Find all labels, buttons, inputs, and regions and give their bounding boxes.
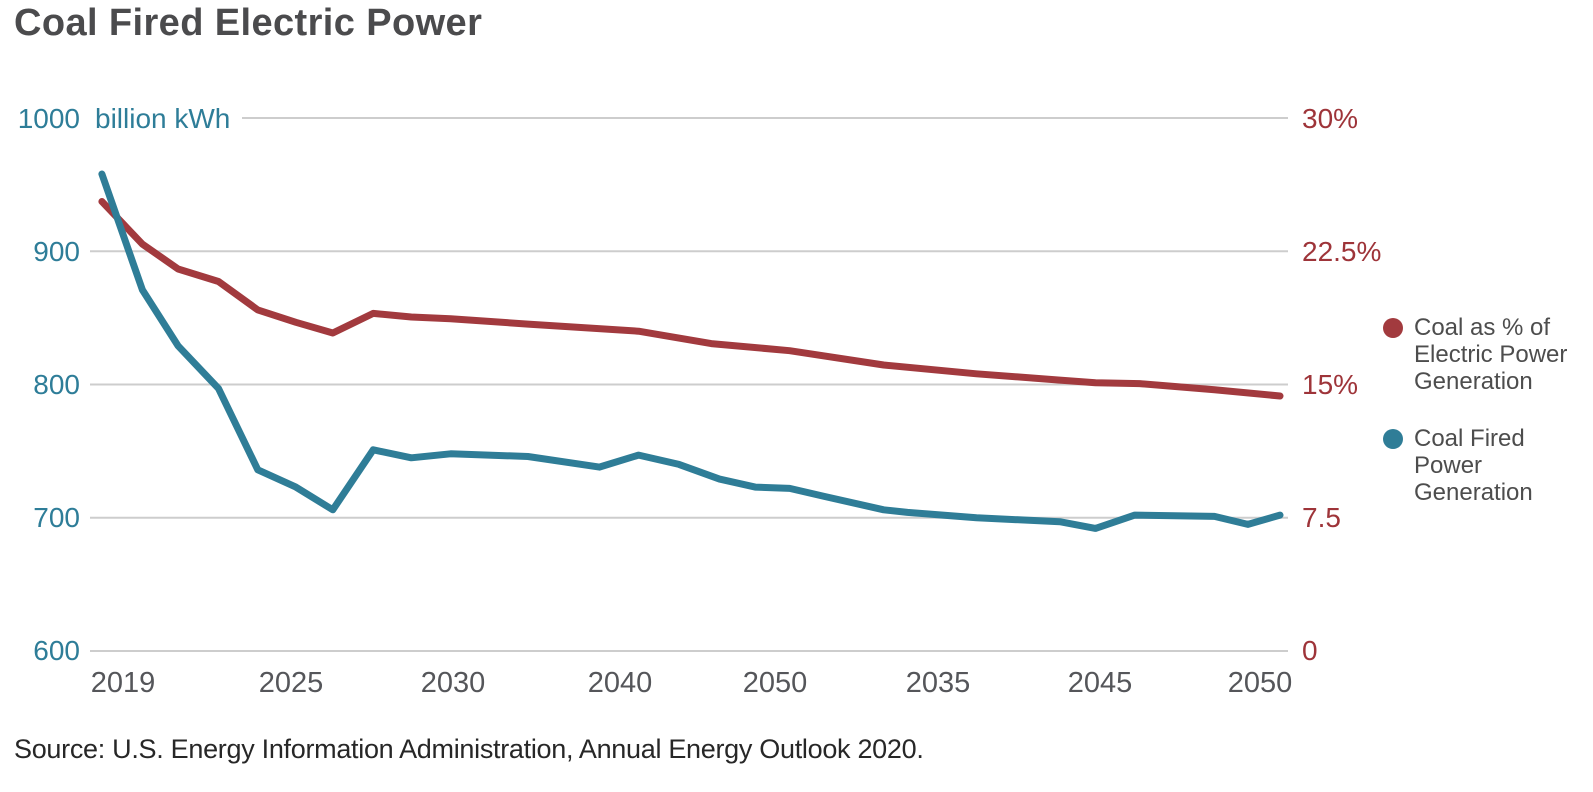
right-axis-tick-7-5: 7.5: [1302, 502, 1341, 533]
right-axis-tick-30: 30%: [1302, 103, 1359, 134]
page-title: Coal Fired Electric Power: [14, 2, 483, 44]
legend-dot-red-icon: [1383, 318, 1403, 338]
x-axis-tick-8: 2050: [1227, 667, 1293, 699]
coal-generation-line: [98, 170, 1284, 532]
source-note: Source: U.S. Energy Information Administ…: [14, 734, 924, 764]
x-axis-tick-7: 2045: [1067, 667, 1133, 699]
x-axis-tick-1: 2019: [90, 667, 156, 699]
left-axis-tick-600: 600: [33, 635, 80, 666]
legend-item-coal-share: Coal as % of Electric Power Generation: [1383, 314, 1588, 395]
left-axis-tick-900: 900: [33, 236, 80, 267]
left-axis-tick-800: 800: [33, 369, 80, 400]
x-axis-tick-5: 2050: [742, 667, 808, 699]
right-axis-tick-22-5: 22.5%: [1302, 236, 1382, 267]
left-axis-tick-700: 700: [33, 502, 80, 533]
x-axis-tick-6: 2035: [905, 667, 971, 699]
coal-share-line: [98, 198, 1284, 400]
right-axis-tick-15: 15%: [1302, 369, 1359, 400]
legend: Coal as % of Electric Power Generation C…: [1383, 314, 1588, 536]
legend-item-coal-generation: Coal Fired Power Generation: [1383, 425, 1588, 506]
legend-label-coal-share: Coal as % of Electric Power Generation: [1414, 314, 1568, 395]
left-axis-tick-1000: 1000: [17, 103, 80, 134]
right-axis-tick-0: 0: [1302, 635, 1318, 666]
x-axis-tick-3: 2030: [420, 667, 486, 699]
left-axis-unit-label: billion kWh: [95, 103, 231, 134]
x-axis-tick-2: 2025: [258, 667, 324, 699]
x-axis-tick-4: 2040: [587, 667, 653, 699]
legend-dot-blue-icon: [1383, 429, 1403, 449]
legend-label-coal-generation: Coal Fired Power Generation: [1414, 425, 1533, 506]
